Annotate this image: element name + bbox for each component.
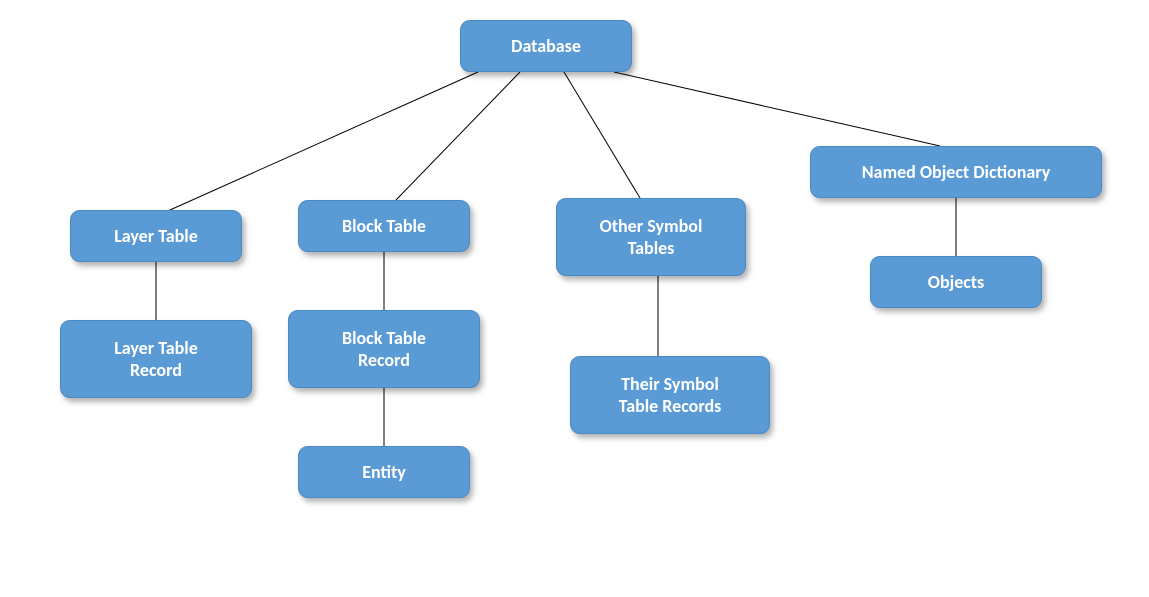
node-objects: Objects (870, 256, 1042, 308)
node-label: Objects (928, 271, 984, 294)
edge-database-to-block_table (396, 72, 520, 200)
node-label: Entity (362, 461, 406, 484)
node-entity: Entity (298, 446, 470, 498)
edge-database-to-other_symbol (564, 72, 640, 198)
node-label: Layer Table (114, 225, 198, 248)
node-label: Layer Table Record (114, 337, 198, 382)
node-layer_table: Layer Table (70, 210, 242, 262)
node-layer_record: Layer Table Record (60, 320, 252, 398)
node-label: Their Symbol Table Records (619, 373, 722, 418)
node-label: Block Table Record (342, 327, 426, 372)
node-label: Block Table (342, 215, 426, 238)
node-database: Database (460, 20, 632, 72)
node-label: Named Object Dictionary (862, 161, 1051, 184)
diagram-canvas: { "diagram": { "type": "tree", "backgrou… (0, 0, 1149, 597)
node-block_table: Block Table (298, 200, 470, 252)
node-their_records: Their Symbol Table Records (570, 356, 770, 434)
node-label: Other Symbol Tables (600, 215, 703, 260)
node-other_symbol: Other Symbol Tables (556, 198, 746, 276)
node-named_dict: Named Object Dictionary (810, 146, 1102, 198)
edge-database-to-layer_table (170, 72, 478, 210)
node-block_record: Block Table Record (288, 310, 480, 388)
edge-database-to-named_dict (614, 72, 940, 146)
node-label: Database (511, 35, 581, 58)
